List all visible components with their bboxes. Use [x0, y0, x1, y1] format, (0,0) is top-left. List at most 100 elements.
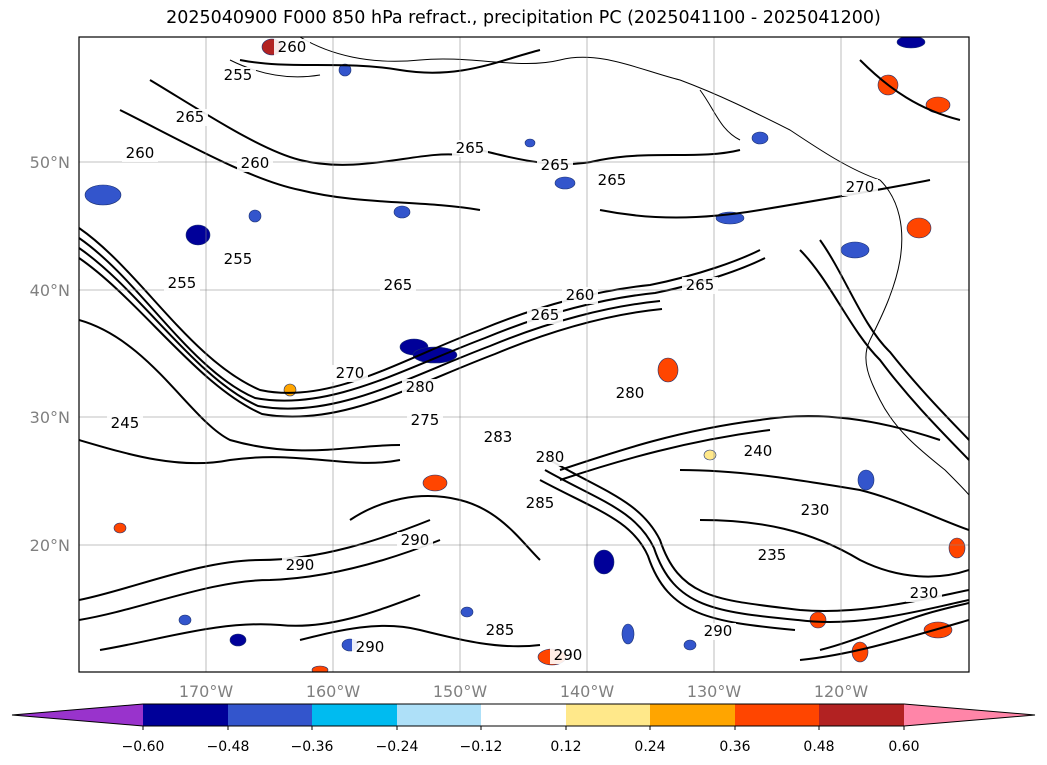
contour-label-bg	[522, 495, 558, 512]
latitude-labels: 50°N 40°N 30°N 20°N	[30, 153, 70, 555]
coastline	[699, 89, 741, 141]
contour-label-bg	[562, 287, 598, 304]
precip-anomaly-blob	[185, 224, 211, 246]
contour-label-bg	[397, 532, 433, 549]
colorbar-tick: 0.24	[634, 739, 665, 755]
contour-label: 280	[406, 378, 435, 396]
refractivity-contour	[819, 602, 969, 651]
contour-label-bg	[352, 639, 388, 656]
precip-anomaly-blob	[857, 469, 875, 491]
refractivity-contour	[559, 415, 941, 471]
precip-anomaly-blob	[113, 522, 127, 534]
contour-label: 265	[686, 276, 715, 294]
contour-label: 280	[536, 448, 565, 466]
colorbar-tick: 0.12	[550, 739, 581, 755]
colorbar-tick: −0.60	[122, 739, 165, 755]
precip-anomaly-blob	[948, 537, 966, 559]
refractivity-contour	[79, 439, 401, 465]
colorbar-bin	[735, 704, 819, 726]
contour-label-bg	[612, 385, 648, 402]
contour-label-bg	[537, 157, 573, 174]
lat-label-40n: 40°N	[30, 281, 70, 300]
contour-label-bg	[332, 365, 368, 382]
contour-label: 283	[484, 428, 513, 446]
colorbar-tick: 0.48	[803, 739, 834, 755]
contour-label: 290	[554, 646, 583, 664]
lat-label-50n: 50°N	[30, 153, 70, 172]
contour-label-bg	[164, 275, 200, 292]
precip-anomaly-blob	[840, 241, 870, 259]
contour-label-bg	[482, 622, 518, 639]
contour-label: 230	[910, 584, 939, 602]
contour-label: 260	[278, 38, 307, 56]
refractivity-contour	[799, 249, 969, 461]
contour-label: 275	[411, 411, 440, 429]
refractivity-contour	[79, 539, 441, 621]
refractivity-contour	[799, 619, 969, 661]
contour-label-bg	[380, 277, 416, 294]
contour-label: 235	[758, 546, 787, 564]
contour-label-bg	[754, 547, 790, 564]
refractivity-contour	[79, 257, 663, 418]
contour-label: 285	[486, 621, 515, 639]
colorbar	[11, 703, 1036, 730]
contour-label-bg	[532, 449, 568, 466]
precip-anomaly-blob	[248, 209, 262, 223]
contour-label-bg	[797, 502, 833, 519]
precip-anomaly-blob	[906, 217, 932, 239]
refractivity-contour	[79, 519, 431, 601]
refractivity-contour	[859, 59, 961, 121]
lat-label-30n: 30°N	[30, 408, 70, 427]
contour-label-bg	[550, 647, 586, 664]
contour-label: 280	[616, 384, 645, 402]
precip-anomaly-blob	[554, 176, 576, 190]
refractivity-contour	[679, 469, 969, 531]
map-title: 2025040900 F000 850 hPa refract., precip…	[166, 8, 881, 28]
refractivity-contour	[119, 109, 481, 211]
contour-label: 255	[224, 250, 253, 268]
precip-anomaly-blob	[683, 639, 697, 651]
contour-label-layer: 260 255 265 260 260 265 265 265 260 270 265 255 255 2…	[107, 38, 942, 664]
colorbar-tick: 0.36	[719, 739, 750, 755]
precip-anomaly-blob	[229, 633, 247, 647]
refractivity-contours	[79, 49, 969, 661]
contour-label: 270	[336, 364, 365, 382]
colorbar-bin	[819, 704, 904, 726]
colorbar-tick: −0.12	[460, 739, 503, 755]
contour-label-bg	[220, 67, 256, 84]
lon-label-160w: 160°W	[306, 682, 361, 701]
contour-label: 290	[704, 622, 733, 640]
contour-label-bg	[842, 179, 878, 196]
colorbar-bin	[312, 704, 397, 726]
contour-label: 265	[176, 108, 205, 126]
precip-anomaly-blob	[84, 184, 122, 206]
contour-label-bg	[452, 140, 488, 157]
precip-anomaly-blob	[311, 665, 329, 672]
colorbar-bin	[12, 704, 143, 726]
contour-label: 230	[801, 501, 830, 519]
contour-label-bg	[172, 109, 208, 126]
contour-label: 290	[401, 531, 430, 549]
contour-label: 260	[126, 144, 155, 162]
colorbar-tick-labels: −0.60 −0.48 −0.36 −0.24 −0.12 0.12 0.24 …	[122, 739, 920, 755]
precip-anomaly-blob	[460, 606, 474, 618]
colorbar-bin	[904, 704, 1035, 726]
refractivity-contour	[79, 227, 761, 394]
contour-label: 240	[744, 442, 773, 460]
map-frame	[78, 36, 970, 673]
refractivity-contour	[299, 624, 541, 648]
contour-label-bg	[122, 145, 158, 162]
contour-label-bg	[282, 557, 318, 574]
colorbar-bin	[481, 704, 566, 726]
precip-anomaly-blob	[621, 623, 635, 645]
coastline-layer	[229, 37, 969, 496]
colorbar-bin	[566, 704, 650, 726]
lon-label-140w: 140°W	[560, 682, 615, 701]
precip-anomaly-blob	[703, 449, 717, 461]
precip-anomaly-blob	[422, 474, 448, 492]
contour-label: 255	[224, 66, 253, 84]
refractivity-contour	[544, 469, 969, 623]
colorbar-tick: −0.36	[291, 739, 334, 755]
contour-label-bg	[407, 412, 443, 429]
contour-label-bg	[740, 443, 776, 460]
